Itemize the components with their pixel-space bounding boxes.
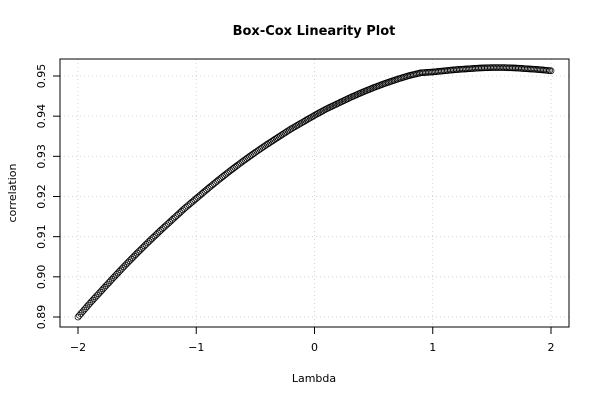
data-point-interp xyxy=(352,91,360,99)
data-point-interp xyxy=(330,102,338,109)
data-point-interp xyxy=(327,103,335,111)
data-point-interp xyxy=(351,92,358,100)
data-point-interp xyxy=(336,99,343,106)
x-axis-label: Lambda xyxy=(292,372,336,385)
grid xyxy=(60,59,569,327)
y-axis: 0.89 0.90 0.91 0.92 0.93 0.94 0.95 xyxy=(35,64,61,330)
y-axis-label: correlation xyxy=(6,163,19,222)
data-point-interp xyxy=(345,95,352,102)
y-tick-label: 0.91 xyxy=(35,224,48,249)
x-tick-label: 1 xyxy=(429,341,436,354)
x-tick-label: 0 xyxy=(311,341,318,354)
data-point-interp xyxy=(355,90,363,98)
data-point xyxy=(346,94,354,102)
y-tick-label: 0.92 xyxy=(35,184,48,209)
data-point xyxy=(547,67,555,75)
data-point-interp xyxy=(331,101,339,109)
x-tick-label: 2 xyxy=(548,341,555,354)
data-point-interp xyxy=(325,104,333,111)
y-tick-label: 0.93 xyxy=(35,144,48,169)
x-tick-label: −2 xyxy=(70,341,86,354)
data-point-interp xyxy=(333,100,341,108)
y-tick-label: 0.89 xyxy=(35,305,48,330)
chart-title: Box-Cox Linearity Plot xyxy=(233,24,396,39)
x-axis: −2 −1 0 1 2 xyxy=(70,326,555,354)
data-point-interp xyxy=(324,104,332,112)
data-point xyxy=(322,105,330,113)
data-point-interp xyxy=(356,89,364,97)
data-point-interp xyxy=(337,98,345,106)
data-point-interp xyxy=(354,91,361,98)
data-point-interp xyxy=(339,97,346,105)
y-tick-label: 0.90 xyxy=(35,265,48,290)
data-point-interp xyxy=(328,102,336,110)
data-point-interp xyxy=(349,93,357,100)
data-points xyxy=(74,64,555,321)
x-tick-label: −1 xyxy=(188,341,204,354)
data-point-interp xyxy=(348,93,355,101)
data-point-interp xyxy=(342,96,349,104)
data-point-interp xyxy=(340,97,348,104)
y-tick-label: 0.95 xyxy=(35,64,48,89)
data-point-interp xyxy=(343,95,351,103)
y-tick-label: 0.94 xyxy=(35,104,48,128)
data-point xyxy=(334,99,342,107)
